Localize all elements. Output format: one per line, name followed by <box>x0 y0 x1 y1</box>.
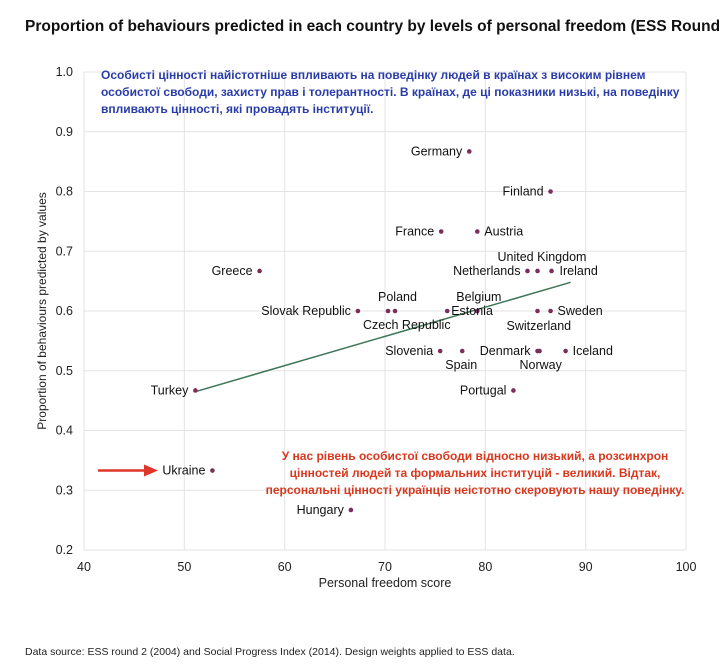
point-label-poland: Poland <box>378 290 417 304</box>
point-label-france: France <box>395 225 434 239</box>
data-point-ukraine <box>210 468 215 473</box>
x-tick-label: 70 <box>378 560 392 574</box>
x-tick-label: 100 <box>676 560 697 574</box>
point-label-norway: Norway <box>520 358 563 372</box>
x-axis-label: Personal freedom score <box>319 576 452 590</box>
ukraine-arrow-head <box>144 464 158 477</box>
point-label-belgium: Belgium <box>456 290 501 304</box>
y-tick-label: 0.4 <box>56 424 73 438</box>
x-tick-label: 40 <box>77 560 91 574</box>
point-label-denmark: Denmark <box>480 344 531 358</box>
data-point-poland <box>385 308 391 314</box>
point-label-slovenia: Slovenia <box>385 344 433 358</box>
point-label-switzerland: Switzerland <box>507 319 572 333</box>
point-label-estonia: Estonia <box>451 304 493 318</box>
data-point-portugal <box>511 388 516 393</box>
point-label-iceland: Iceland <box>573 344 613 358</box>
point-label-portugal: Portugal <box>460 383 507 397</box>
point-label-sweden: Sweden <box>558 304 603 318</box>
point-label-germany: Germany <box>411 144 463 158</box>
data-point-ireland <box>549 268 554 274</box>
data-source-note: Data source: ESS round 2 (2004) and Soci… <box>25 646 515 658</box>
data-point-belgium <box>475 308 480 314</box>
y-tick-label: 0.7 <box>56 244 73 258</box>
trend-line <box>195 281 571 393</box>
y-tick-label: 0.3 <box>56 483 73 497</box>
data-point-netherlands <box>525 268 530 274</box>
point-label-spain: Spain <box>445 358 477 372</box>
point-label-united-kingdom: United Kingdom <box>498 250 587 264</box>
annotation-blue: Особисті цінності найістотніше впливають… <box>101 68 680 116</box>
y-tick-label: 0.2 <box>56 543 73 557</box>
x-tick-label: 90 <box>579 560 593 574</box>
x-tick-label: 80 <box>478 560 492 574</box>
y-tick-label: 0.8 <box>56 185 73 199</box>
data-point-slovak-republic <box>355 308 361 314</box>
data-point-germany <box>466 149 472 154</box>
y-tick-label: 0.5 <box>56 364 73 378</box>
data-point-turkey <box>193 388 198 393</box>
point-label-slovak-republic: Slovak Republic <box>261 304 351 318</box>
data-point-slovenia <box>437 348 443 354</box>
y-tick-label: 0.9 <box>56 125 73 139</box>
annotation-red: У нас рівень особистої свободи відносно … <box>265 449 685 497</box>
x-tick-label: 60 <box>278 560 292 574</box>
data-point-sweden <box>548 308 553 314</box>
data-point-austria <box>475 229 480 234</box>
point-label-finland: Finland <box>503 185 544 199</box>
point-label-turkey: Turkey <box>151 383 189 397</box>
y-tick-label: 1.0 <box>56 65 73 79</box>
x-tick-label: 50 <box>177 560 191 574</box>
data-point-norway <box>537 348 542 354</box>
point-label-austria: Austria <box>484 225 523 239</box>
data-point-united-kingdom <box>535 268 540 274</box>
point-label-netherlands: Netherlands <box>453 264 520 278</box>
data-point-greece <box>257 268 262 274</box>
point-label-hungary: Hungary <box>297 503 345 517</box>
data-point-estonia <box>444 308 450 314</box>
data-point-iceland <box>563 348 568 354</box>
chart-title: Proportion of behaviours predicted in ea… <box>25 18 720 35</box>
data-point-czech-republic <box>392 308 398 314</box>
data-point-hungary <box>348 507 354 513</box>
data-point-finland <box>548 189 553 194</box>
point-label-ukraine: Ukraine <box>162 464 205 478</box>
y-tick-label: 0.6 <box>56 304 73 318</box>
point-label-greece: Greece <box>212 264 253 278</box>
data-point-switzerland <box>535 308 540 314</box>
point-label-ireland: Ireland <box>560 264 598 278</box>
y-axis-label: Proportion of behaviours predicted by va… <box>35 192 49 429</box>
point-label-czech-republic: Czech Republic <box>363 318 451 332</box>
data-point-france <box>438 229 444 234</box>
data-point-spain <box>459 348 465 354</box>
